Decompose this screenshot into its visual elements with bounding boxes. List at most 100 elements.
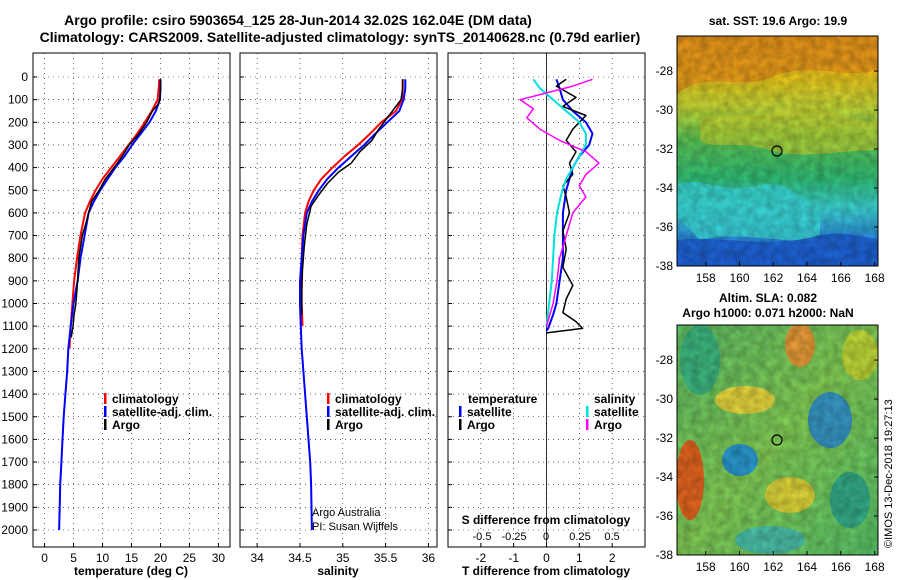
legend-swatch-s-argo (586, 419, 589, 430)
x-tick-label: 15 (125, 551, 139, 565)
x-tick-label: 20 (154, 551, 168, 565)
map-y-tick-label: -30 (656, 392, 674, 406)
legend-swatch-t-satellite (459, 406, 462, 417)
difference-xlabel: T difference from climatology (462, 564, 630, 578)
map-y-tick-label: -30 (656, 103, 674, 117)
depth-tick-label: 1800 (1, 478, 28, 492)
x-tick-label: 10 (96, 551, 110, 565)
map-x-tick-label: 166 (831, 560, 851, 574)
map-y-tick-label: -32 (656, 431, 674, 445)
sst-map-title: sat. SST: 19.6 Argo: 19.9 (709, 14, 848, 28)
series-line-satellite-adj-clim- (299, 79, 407, 531)
sst-texture (677, 36, 878, 266)
depth-tick-label: 1100 (2, 319, 28, 333)
salinity-panel (239, 52, 438, 548)
depth-tick-label: 2000 (1, 523, 28, 537)
map-x-tick-label: 162 (763, 560, 783, 574)
x-tick-label: 25 (183, 551, 197, 565)
series-line-satellite-adj-clim- (58, 79, 162, 531)
sla-title-line1: Altim. SLA: 0.082 (719, 291, 817, 305)
figure-title-line2: Climatology: CARS2009. Satellite-adjuste… (40, 29, 641, 45)
map-y-tick-label: -34 (656, 470, 674, 484)
legend-label: satellite (467, 405, 512, 419)
map-y-tick-label: -28 (656, 64, 674, 78)
sla-map-frame (676, 324, 879, 556)
map-y-tick-label: -36 (656, 509, 674, 523)
legend-swatch-argo (327, 419, 330, 430)
depth-tick-label: 300 (8, 138, 28, 152)
series-line-salinity-argo (519, 78, 600, 327)
legend-label: Argo (467, 418, 495, 432)
depth-tick-label: 1600 (1, 432, 28, 446)
temperature-xlabel: temperature (deg C) (74, 564, 188, 578)
depth-tick-label: 200 (8, 115, 28, 129)
map-y-tick-label: -36 (656, 220, 674, 234)
legend-swatch-satellite (104, 406, 107, 417)
sla-texture (677, 325, 878, 555)
series-line-temperature-satellite (545, 78, 594, 332)
series-line-argo (300, 79, 404, 315)
depth-tick-label: 1500 (1, 410, 28, 424)
legend-swatch-satellite (327, 406, 330, 417)
grid-layer (33, 53, 645, 547)
legend-label: Argo (594, 418, 622, 432)
sst-map (677, 36, 878, 266)
legend-label: climatology (112, 392, 179, 406)
depth-tick-label: 1000 (1, 297, 28, 311)
x-tick-label: 0 (543, 551, 550, 565)
figure-title-line1: Argo profile: csiro 5903654_125 28-Jun-2… (64, 12, 532, 28)
map-x-tick-label: 160 (729, 560, 749, 574)
s-tick-label: 0.25 (569, 531, 590, 543)
x-tick-label: -2 (475, 551, 486, 565)
map-y-tick-label: -28 (656, 353, 674, 367)
map-x-tick-label: 164 (797, 560, 817, 574)
legend-label: satellite-adj. clim. (112, 405, 212, 419)
series-line-salinity-satellite (532, 78, 587, 327)
map-y-tick-label: -32 (656, 142, 674, 156)
map-x-tick-label: 168 (865, 560, 885, 574)
x-tick-label: 34 (250, 551, 264, 565)
depth-tick-label: 900 (8, 274, 28, 288)
s-tick-label: 0.5 (604, 531, 619, 543)
series-line-climatology (68, 79, 161, 349)
salinity-legend: climatology satellite-adj. clim. Argo (327, 392, 435, 432)
map-y-tick-label: -38 (656, 548, 674, 562)
map-y-tick-label: -38 (656, 259, 674, 273)
map-x-tick-label: 168 (865, 271, 885, 285)
map-x-tick-label: 158 (696, 560, 716, 574)
x-tick-label: 30 (212, 551, 226, 565)
sla-argo-marker (771, 434, 783, 446)
map-x-tick-label: 166 (831, 271, 851, 285)
legend-header-salinity: salinity (594, 392, 636, 406)
legend-swatch-t-argo (459, 419, 462, 430)
map-y-tick-label: -34 (656, 181, 674, 195)
credit-line1: Argo Australia (312, 507, 381, 519)
legend-swatch-s-satellite (586, 406, 589, 417)
series-line-argo (70, 79, 162, 338)
legend-label: satellite-adj. clim. (335, 405, 435, 419)
x-tick-label: 35.5 (374, 551, 398, 565)
x-tick-label: 35 (336, 551, 350, 565)
depth-tick-label: 600 (8, 206, 28, 220)
depth-tick-label: 1900 (1, 500, 28, 514)
x-tick-label: 5 (70, 551, 77, 565)
map-x-tick-label: 162 (763, 271, 783, 285)
credit-line2: PI: Susan Wijffels (312, 521, 398, 533)
map-x-tick-label: 158 (696, 271, 716, 285)
depth-tick-label: 700 (8, 229, 28, 243)
sst-argo-marker (771, 145, 783, 157)
legend-label: Argo (335, 418, 363, 432)
series-line-temperature-argo (546, 78, 587, 334)
s-tick-label: 0 (543, 531, 549, 543)
temperature-panel (32, 52, 231, 548)
sla-map (677, 325, 878, 555)
s-difference-ticks: -0.5 -0.25 0 0.25 0.5 (473, 531, 620, 543)
depth-tick-label: 400 (8, 161, 28, 175)
legend-label: climatology (335, 392, 402, 406)
legend-label: satellite (594, 405, 639, 419)
map-ticks: 158 160 162 164 166 168 -28 -30 -32 -34 -36 -38 158 1… (656, 64, 885, 574)
map-x-tick-label: 164 (797, 271, 817, 285)
depth-tick-label: 1200 (1, 342, 28, 356)
difference-legend: temperature salinity satellite Argo sate… (459, 392, 639, 432)
legend-swatch-climatology (327, 393, 330, 404)
